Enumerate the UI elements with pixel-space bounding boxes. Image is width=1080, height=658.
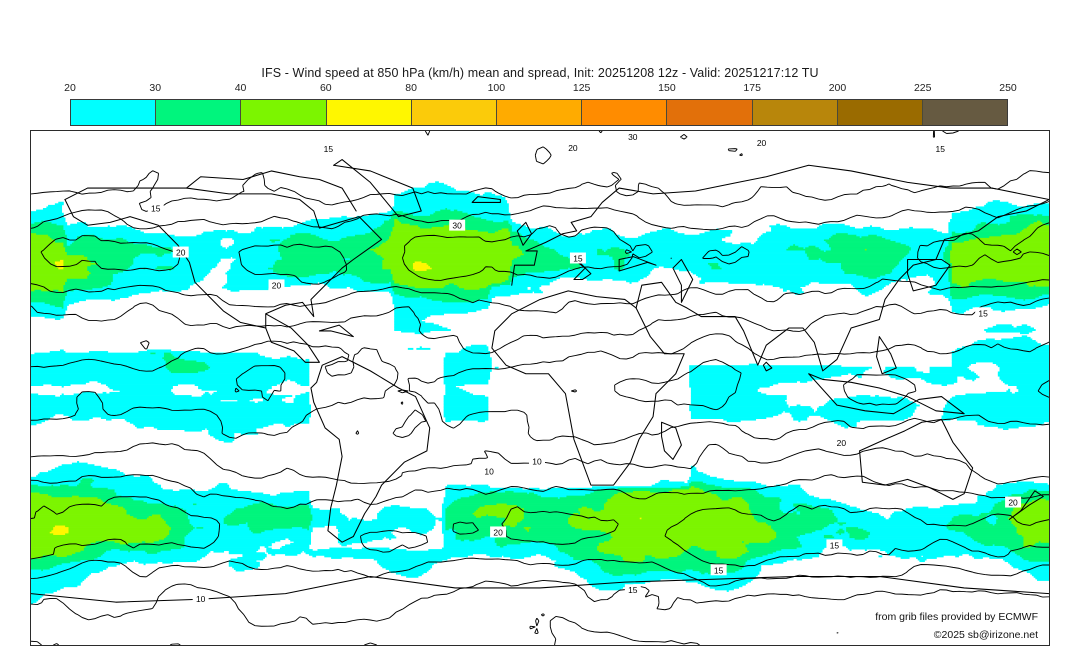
- contour-label: 15: [710, 564, 727, 575]
- colorbar-segment-150-175: [667, 100, 753, 125]
- contour-label: 10: [481, 465, 498, 477]
- contour-label-layer: 15 20 20 15 30 20 15 30 20 15 15 20 10 10 20 15 15 10 20 15: [147, 131, 1022, 604]
- colorbar-tick-40: 40: [234, 82, 247, 94]
- svg-text:20: 20: [757, 138, 767, 148]
- colorbar-tick-125: 125: [572, 82, 591, 94]
- svg-text:20: 20: [493, 527, 503, 537]
- contour-label: 20: [490, 526, 507, 537]
- contour-label: 15: [975, 307, 992, 318]
- colorbar-segment-100-125: [496, 100, 583, 125]
- svg-text:20: 20: [837, 438, 847, 448]
- contour-label: 20: [753, 136, 770, 148]
- svg-text:30: 30: [452, 221, 462, 231]
- svg-text:15: 15: [573, 253, 583, 263]
- coastline-layer: [31, 159, 1049, 603]
- colorbar-tick-175: 175: [743, 82, 761, 94]
- contour-label: 10: [192, 593, 209, 604]
- svg-text:15: 15: [978, 308, 988, 318]
- svg-text:20: 20: [1008, 498, 1018, 508]
- map-canvas[interactable]: 15 20 20 15 30 20 15 30 20 15 15 20 10 10 20 15 15 10 20 15: [31, 131, 1049, 645]
- spread-contour-layer: [31, 131, 1049, 645]
- contour-label: 15: [826, 539, 843, 550]
- svg-text:15: 15: [628, 585, 638, 595]
- colorbar-segment-20-30: [71, 100, 157, 125]
- contour-label: 30: [624, 131, 641, 142]
- contour-label: 20: [172, 246, 189, 258]
- colorbar-segment-125-150: [582, 100, 668, 125]
- colorbar-tick-80: 80: [405, 82, 417, 94]
- contour-label: 20: [833, 436, 850, 448]
- map-background: [31, 131, 1049, 645]
- colorbar-segment-40-60: [241, 100, 327, 125]
- colorbar-tick-200: 200: [828, 82, 847, 94]
- colorbar-segment-175-200: [752, 100, 838, 125]
- colorbar-tick-labels: 20 30 40 60 80 100 125 150 175 200 225 250: [64, 82, 1017, 98]
- svg-text:30: 30: [628, 132, 638, 142]
- svg-text:20: 20: [568, 143, 578, 153]
- colorbar-segment-225-250: [922, 100, 1008, 125]
- svg-text:15: 15: [714, 565, 724, 575]
- data-source-credit: from grib files provided by ECMWF: [875, 611, 1038, 623]
- colorbar-tick-60: 60: [319, 82, 332, 94]
- colorbar: 20 30 40 60 80 100 125 150 175 200 225 250: [64, 82, 1017, 126]
- contour-label: 20: [1005, 496, 1022, 508]
- colorbar-tick-100: 100: [487, 82, 506, 94]
- colorbar-tick-150: 150: [658, 82, 676, 94]
- contour-label: 15: [147, 202, 164, 214]
- colorbar-segments: [70, 99, 1008, 126]
- colorbar-tick-250: 250: [999, 82, 1017, 94]
- contour-label: 20: [268, 279, 285, 290]
- colorbar-segment-80-100: [411, 100, 497, 125]
- svg-text:20: 20: [272, 280, 282, 290]
- contour-label: 10: [529, 455, 545, 467]
- svg-text:10: 10: [484, 467, 494, 477]
- contour-label: 15: [569, 252, 586, 263]
- svg-text:10: 10: [532, 457, 542, 467]
- colorbar-segment-30-40: [156, 100, 242, 125]
- contour-label: 15: [624, 584, 641, 595]
- colorbar-segment-200-225: [837, 100, 923, 125]
- colorbar-tick-20: 20: [64, 82, 76, 94]
- contour-label: 15: [320, 142, 337, 154]
- copyright-credit: ©2025 sb@irizone.net: [933, 629, 1038, 641]
- windspeed-field: [31, 181, 1049, 605]
- contour-label: 20: [564, 141, 581, 153]
- map-frame[interactable]: 15 20 20 15 30 20 15 30 20 15 15 20 10 10 20 15 15 10 20 15: [30, 130, 1050, 646]
- svg-text:20: 20: [176, 248, 186, 258]
- page-title: IFS - Wind speed at 850 hPa (km/h) mean …: [261, 66, 819, 80]
- svg-text:15: 15: [324, 144, 334, 154]
- colorbar-tick-225: 225: [913, 82, 932, 94]
- svg-text:15: 15: [151, 204, 161, 214]
- contour-label: 30: [449, 219, 466, 231]
- svg-text:15: 15: [935, 144, 945, 154]
- colorbar-segment-60-80: [326, 100, 412, 125]
- svg-text:10: 10: [196, 594, 206, 604]
- colorbar-tick-30: 30: [149, 82, 162, 94]
- contour-label: 15: [932, 142, 949, 154]
- svg-text:15: 15: [830, 540, 840, 550]
